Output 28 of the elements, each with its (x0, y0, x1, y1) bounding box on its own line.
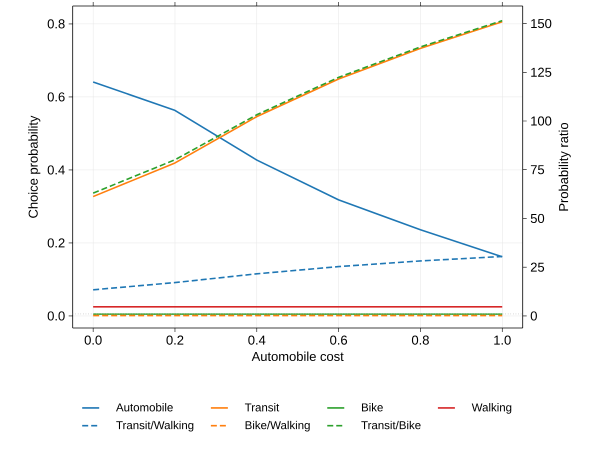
legend-label: Bike (362, 403, 383, 412)
y2-axis-title: Probability ratio (558, 122, 571, 211)
x-tick-label: 0.6 (330, 336, 348, 345)
y-tick-label: 0.2 (48, 238, 65, 248)
y-tick-label: 0.0 (48, 311, 65, 321)
legend-label: Bike/Walking (246, 420, 310, 432)
y2-tick-label: 75 (530, 165, 544, 174)
y2-tick-label: 125 (531, 68, 552, 77)
y-tick-label: 0.6 (48, 92, 65, 102)
y2-tick-label: 150 (531, 18, 552, 28)
y2-tick-label: 50 (530, 214, 544, 224)
y-axis-title: Choice probability (28, 116, 40, 218)
x-axis-title: Automobile cost (252, 352, 344, 362)
x-tick-label: 0.4 (248, 336, 266, 345)
y-tick-label: 0.4 (48, 165, 65, 175)
x-tick-label: 0.0 (84, 336, 102, 345)
legend-label: Walking (472, 403, 512, 414)
legend-label: Automobile (116, 403, 173, 412)
y2-tick-label: 0 (530, 311, 537, 320)
y2-tick-label: 100 (531, 116, 552, 126)
y2-tick-label: 25 (530, 262, 544, 272)
x-tick-label: 1.0 (494, 336, 511, 345)
legend-label: Transit (244, 403, 280, 412)
x-tick-label: 0.8 (412, 336, 429, 345)
y-tick-label: 0.8 (48, 19, 65, 28)
legend-label: Transit/Walking (116, 420, 194, 432)
legend-label: Transit/Bike (361, 420, 421, 430)
x-tick-label: 0.2 (166, 336, 184, 345)
